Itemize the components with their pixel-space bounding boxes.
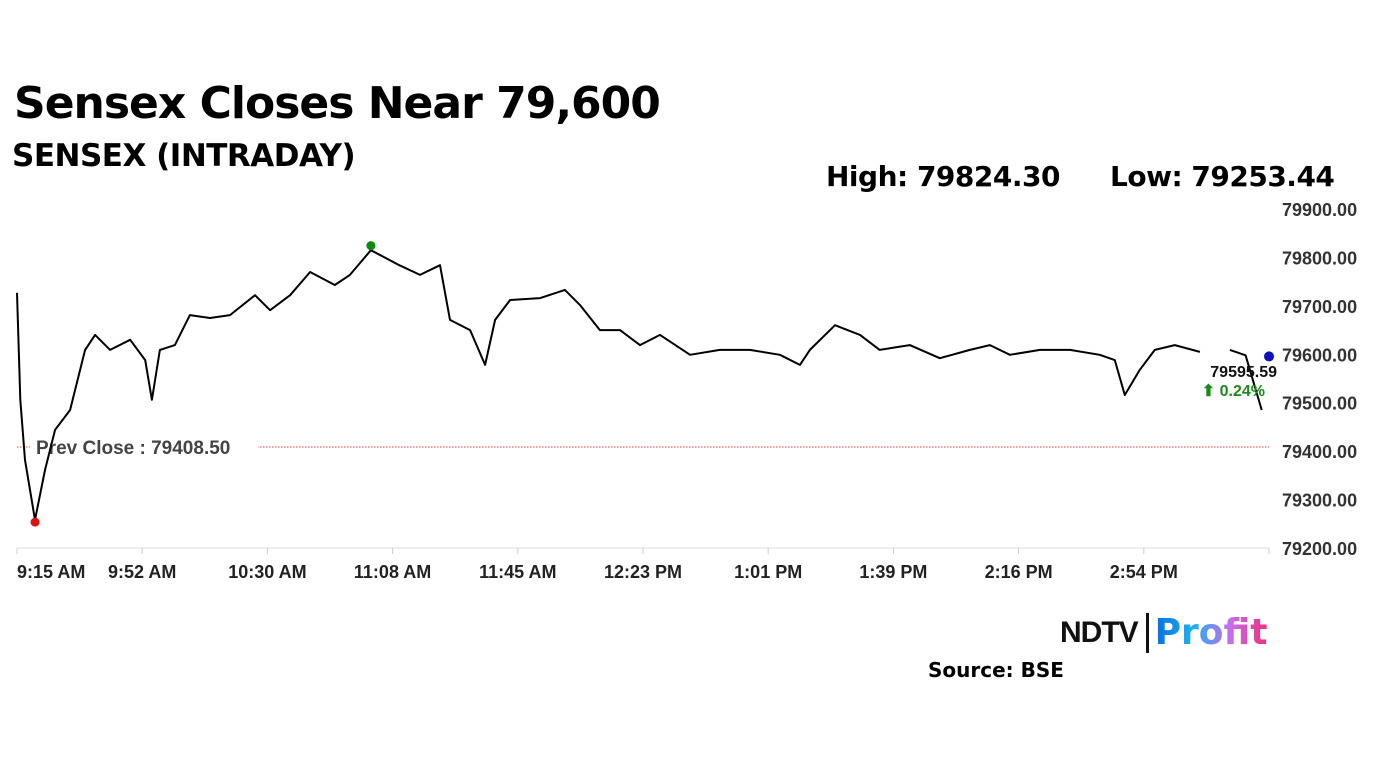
x-tick-label: 11:08 AM	[354, 562, 431, 582]
ndtv-profit-logo: NDTV Profit	[1060, 612, 1267, 653]
x-tick-label: 2:54 PM	[1110, 562, 1178, 582]
x-tick-label: 1:01 PM	[734, 562, 802, 582]
high-point-marker	[366, 241, 376, 251]
x-tick-label: 11:45 AM	[479, 562, 556, 582]
series-line	[1229, 348, 1263, 411]
y-tick-label: 79400.00	[1282, 442, 1357, 462]
chart-title: Sensex Closes Near 79,600	[14, 78, 661, 129]
high-label: High: 79824.30	[826, 160, 1060, 193]
logo-profit: Profit	[1154, 612, 1268, 653]
logo-ndtv: NDTV	[1060, 615, 1139, 649]
x-tick-label: 9:15 AM	[17, 562, 85, 582]
x-tick-label: 9:52 AM	[108, 562, 176, 582]
x-tick-label: 10:30 AM	[228, 562, 306, 582]
chart-subtitle: SENSEX (INTRADAY)	[12, 138, 356, 174]
x-tick-label: 2:16 PM	[985, 562, 1053, 582]
y-tick-label: 79700.00	[1282, 297, 1357, 317]
low-point-marker	[30, 517, 40, 527]
series-line	[16, 249, 1201, 521]
source-label: Source: BSE	[928, 658, 1064, 682]
x-tick-label: 1:39 PM	[859, 562, 927, 582]
y-tick-label: 79200.00	[1282, 539, 1357, 559]
change-label: ⬆ 0.24%	[1202, 383, 1265, 400]
low-label: Low: 79253.44	[1110, 160, 1335, 193]
y-tick-label: 79600.00	[1282, 345, 1357, 365]
last-value-label: 79595.59	[1210, 364, 1277, 381]
prev-close-label: Prev Close : 79408.50	[36, 438, 230, 459]
close-point-marker	[1264, 351, 1274, 362]
y-tick-label: 79900.00	[1282, 200, 1357, 220]
prev-close-label-bg	[30, 433, 258, 458]
logo-divider	[1145, 612, 1149, 653]
y-tick-label: 79800.00	[1282, 248, 1357, 268]
y-tick-label: 79300.00	[1282, 491, 1357, 511]
x-tick-label: 12:23 PM	[604, 562, 682, 582]
y-tick-label: 79500.00	[1282, 394, 1357, 414]
